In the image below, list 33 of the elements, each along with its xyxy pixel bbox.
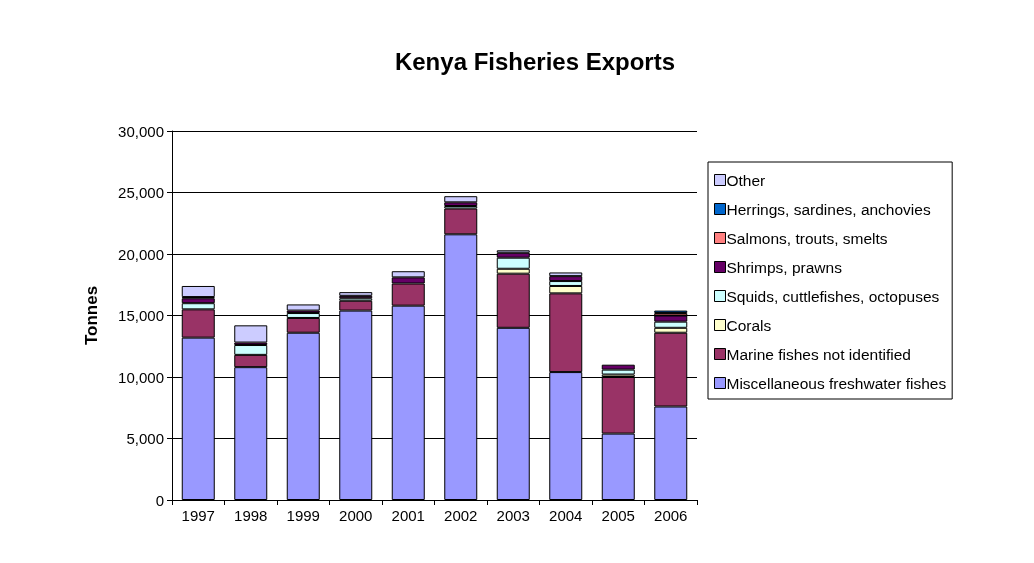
x-tick-label: 2000: [339, 507, 373, 524]
y-tick-label: 25,000: [118, 184, 164, 201]
y-tick-label: 5,000: [126, 430, 164, 447]
legend-label: Shrimps, prawns: [726, 258, 843, 276]
x-tick-label: 2006: [654, 507, 688, 524]
x-tick-label: 2001: [391, 507, 425, 524]
y-tick-label: 20,000: [118, 245, 164, 263]
legend-label: Salmons, trouts, smelts: [726, 229, 888, 247]
legend-label: Marine fishes not identified: [726, 345, 911, 363]
x-tick-label: 2003: [496, 507, 530, 524]
chart-title: Kenya Fisheries Exports: [394, 47, 676, 75]
x-tick-label: 1997: [181, 507, 215, 524]
y-axis-title: Tonnes: [82, 285, 101, 346]
legend-label: Miscellaneous freshwater fishes: [726, 374, 947, 392]
x-tick-label: 1999: [286, 507, 320, 524]
bar: [549, 276, 583, 282]
x-tick-label: 2004: [549, 507, 583, 524]
bar: [286, 304, 320, 311]
bar: [444, 196, 478, 203]
x-tick-label: 2005: [601, 507, 635, 524]
bar: [601, 369, 635, 375]
y-tick-label: 10,000: [118, 368, 164, 386]
x-tick-label: 2002: [444, 507, 478, 524]
x-tick-label: 1998: [234, 507, 268, 524]
legend-label: Corals: [726, 316, 772, 334]
legend-label: Herrings, sardines, anchovies: [726, 200, 931, 218]
bar: [549, 272, 583, 277]
bar: [234, 325, 268, 343]
legend-label: Other: [726, 171, 766, 189]
y-tick-label: 15,000: [118, 307, 164, 324]
y-tick-label: 0: [155, 491, 164, 509]
y-tick-label: 30,000: [118, 122, 164, 140]
legend-label: Squids, cuttlefishes, octopuses: [726, 287, 940, 305]
